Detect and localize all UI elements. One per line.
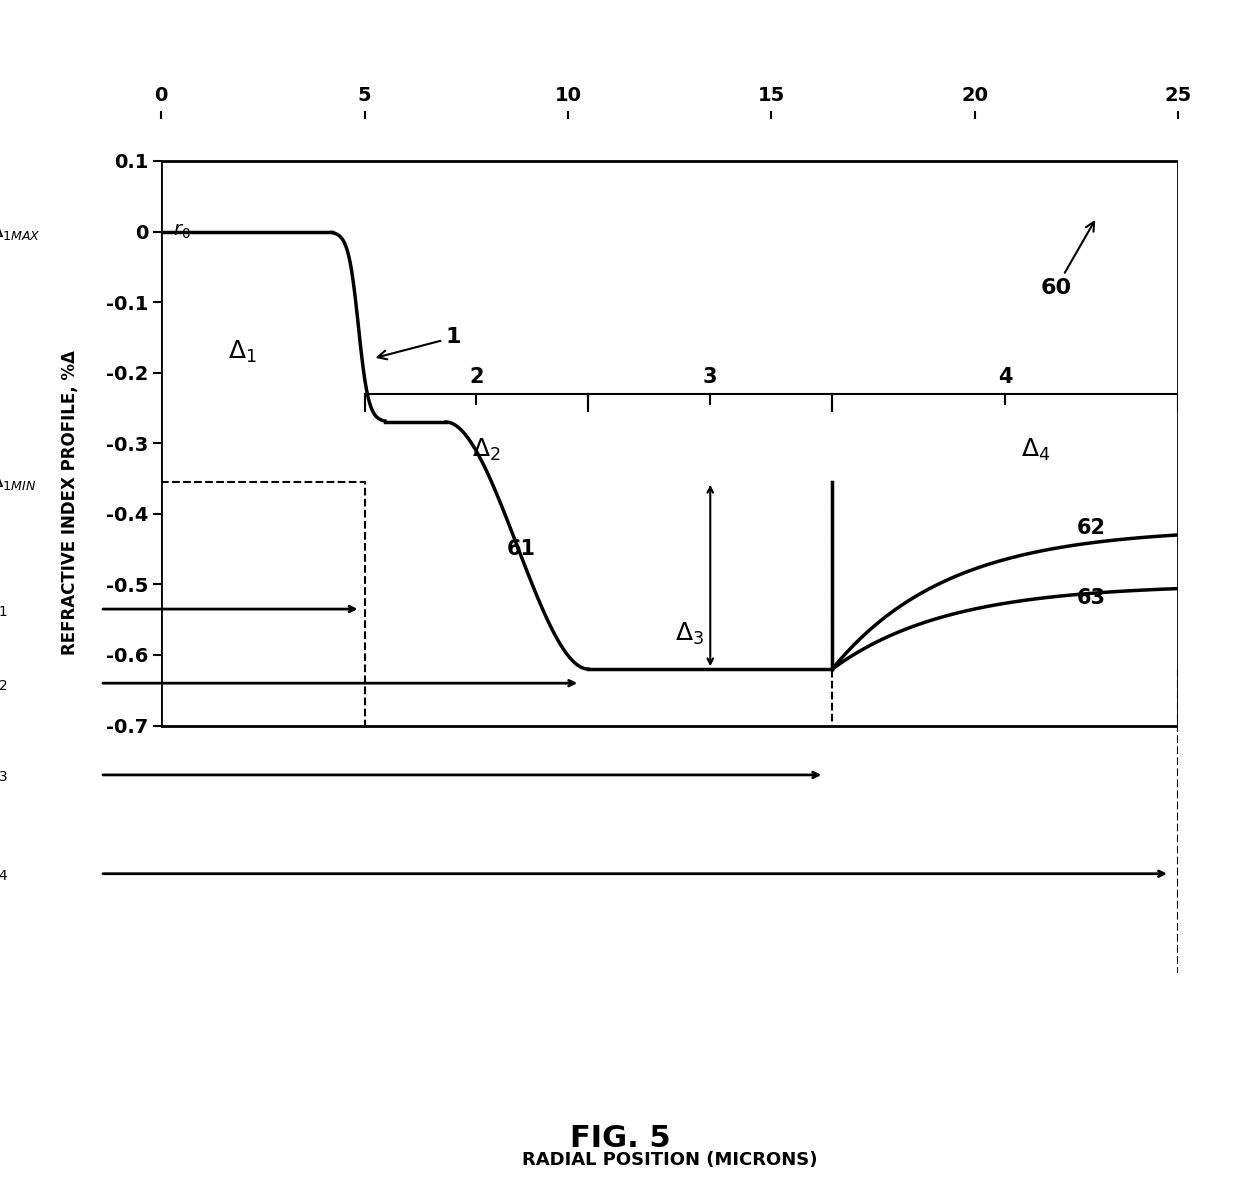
Text: $\Delta_4$: $\Delta_4$ <box>1021 438 1050 464</box>
Text: $\Delta_1$: $\Delta_1$ <box>228 338 257 364</box>
Text: 3: 3 <box>703 366 718 387</box>
Text: $\Delta_{1MAX}$: $\Delta_{1MAX}$ <box>0 222 41 242</box>
Text: $r_3$: $r_3$ <box>0 765 7 784</box>
Text: 1: 1 <box>378 327 461 359</box>
Text: 4: 4 <box>998 366 1012 387</box>
Text: RADIAL POSITION (MICRONS): RADIAL POSITION (MICRONS) <box>522 1152 817 1169</box>
Text: 61: 61 <box>507 540 536 559</box>
Text: FIG. 5: FIG. 5 <box>569 1124 671 1153</box>
Text: 2: 2 <box>469 366 484 387</box>
Text: REFRACTIVE INDEX PROFILE, %Δ: REFRACTIVE INDEX PROFILE, %Δ <box>61 350 78 656</box>
Text: $\Delta_2$: $\Delta_2$ <box>472 438 501 464</box>
Text: $\Delta_3$: $\Delta_3$ <box>676 620 704 646</box>
Text: $\Delta_{1MIN}$: $\Delta_{1MIN}$ <box>0 472 36 492</box>
Text: $r_1$: $r_1$ <box>0 600 7 619</box>
Text: 62: 62 <box>1076 518 1105 538</box>
Text: $r_0$: $r_0$ <box>174 222 191 241</box>
Text: $r_2$: $r_2$ <box>0 674 7 693</box>
Text: 63: 63 <box>1076 588 1105 608</box>
Bar <box>161 161 1178 726</box>
Text: $r_4$: $r_4$ <box>0 865 9 884</box>
Text: 60: 60 <box>1040 222 1094 298</box>
